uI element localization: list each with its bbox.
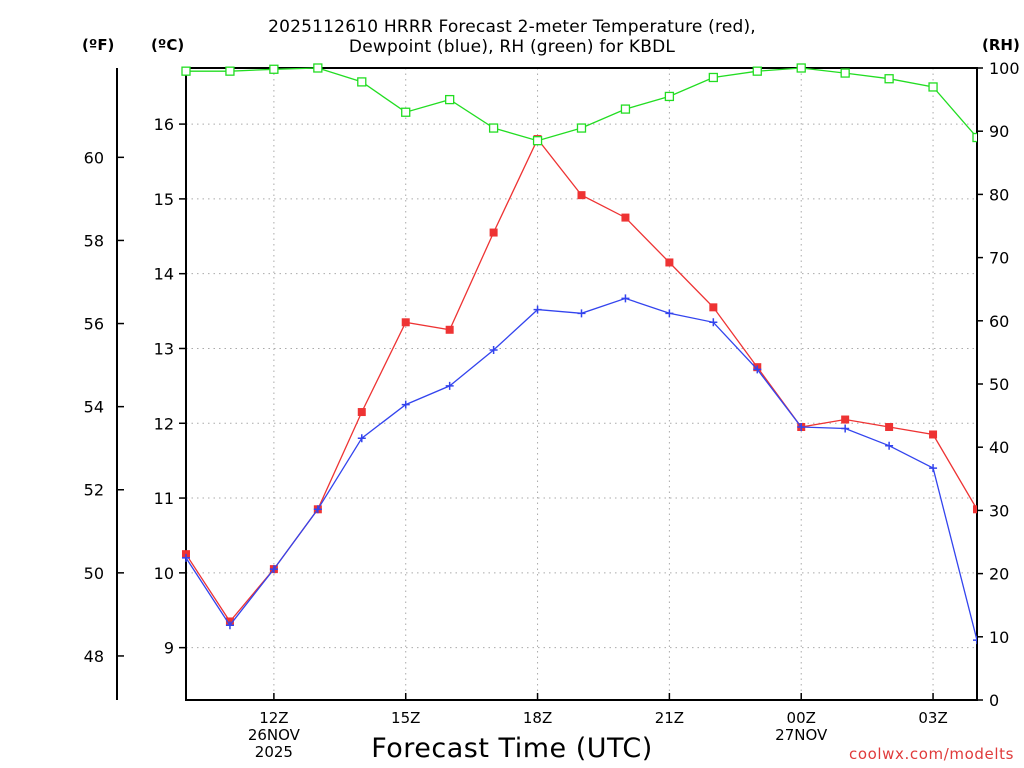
temperature-point xyxy=(709,303,718,312)
temperature-point xyxy=(841,415,850,424)
rh-point xyxy=(488,123,499,133)
rh-tick-label: 10 xyxy=(989,628,1009,647)
dewpoint-point xyxy=(577,309,586,318)
rh-tick-label: 40 xyxy=(989,438,1009,457)
temperature-point xyxy=(665,258,674,267)
rh-point xyxy=(840,68,850,78)
rh-point xyxy=(972,132,977,143)
dewpoint-point xyxy=(929,464,938,473)
fahrenheit-tick-label: 60 xyxy=(84,148,104,167)
rh-point xyxy=(664,91,675,102)
celsius-tick-label: 10 xyxy=(154,564,174,583)
dewpoint-point xyxy=(401,400,410,409)
celsius-tick-label: 9 xyxy=(164,639,174,658)
x-tick-label: 18Z xyxy=(523,709,552,727)
fahrenheit-tick-label: 48 xyxy=(84,647,104,666)
temperature-point xyxy=(621,213,630,222)
celsius-tick-label: 16 xyxy=(154,115,174,134)
dewpoint-point xyxy=(621,294,630,303)
x-tick-label: 26NOV xyxy=(248,726,301,744)
dewpoint-point xyxy=(357,434,366,443)
celsius-tick-label: 15 xyxy=(154,190,174,209)
fahrenheit-tick-label: 50 xyxy=(84,564,104,583)
temperature-point xyxy=(445,325,454,334)
rh-tick-label: 90 xyxy=(989,122,1009,141)
credit-link[interactable]: coolwx.com/modelts xyxy=(849,745,1014,763)
dewpoint-point xyxy=(709,318,718,327)
x-tick-label: 00Z xyxy=(787,709,816,727)
rh-tick-label: 60 xyxy=(989,312,1009,331)
fahrenheit-unit-label: (ºF) xyxy=(82,36,115,54)
dewpoint-point xyxy=(973,636,977,645)
fahrenheit-tick-label: 58 xyxy=(84,231,104,250)
celsius-tick-label: 12 xyxy=(154,414,174,433)
rh-point xyxy=(313,63,323,73)
rh-tick-label: 50 xyxy=(989,375,1009,394)
rh-tick-label: 80 xyxy=(989,185,1009,204)
chart-title-line-2: Dewpoint (blue), RH (green) for KBDL xyxy=(348,37,676,57)
dewpoint-line xyxy=(185,297,977,641)
rh-point xyxy=(357,77,367,87)
x-tick-label: 03Z xyxy=(918,709,947,727)
dewpoint-point xyxy=(182,553,190,562)
rh-point xyxy=(576,123,587,133)
rh-point xyxy=(445,94,455,105)
rh-point xyxy=(401,107,411,117)
dewpoint-point xyxy=(841,424,850,433)
temperature-point xyxy=(885,423,894,432)
series-dewpoint xyxy=(182,294,977,645)
dewpoint-point xyxy=(313,505,322,514)
fahrenheit-tick-label: 56 xyxy=(84,315,104,334)
dewpoint-point xyxy=(797,423,806,432)
dewpoint-point xyxy=(269,565,278,574)
temperature-line xyxy=(185,137,977,623)
temperature-point xyxy=(489,228,498,237)
x-tick-label: 27NOV xyxy=(775,726,828,744)
rh-point xyxy=(532,136,543,146)
rh-tick-label: 30 xyxy=(989,501,1009,520)
x-tick-label: 15Z xyxy=(391,709,420,727)
dewpoint-point xyxy=(445,381,454,390)
plot-frame xyxy=(185,67,978,701)
temperature-point xyxy=(973,505,977,514)
fahrenheit-tick-label: 54 xyxy=(84,398,104,417)
rh-tick-label: 100 xyxy=(989,59,1020,78)
temperature-point xyxy=(577,191,586,200)
fahrenheit-tick-label: 52 xyxy=(84,481,104,500)
temperature-point xyxy=(929,430,938,439)
series-temperature xyxy=(182,135,977,626)
rh-point xyxy=(620,104,631,114)
rh-point xyxy=(752,66,762,76)
celsius-tick-label: 11 xyxy=(154,489,174,508)
dewpoint-point xyxy=(885,441,894,450)
dewpoint-point xyxy=(753,365,762,374)
chart-title-line-1: 2025112610 HRRR Forecast 2-meter Tempera… xyxy=(268,17,756,37)
temperature-point xyxy=(401,318,410,327)
celsius-tick-label: 14 xyxy=(154,265,174,284)
rh-point xyxy=(225,66,235,76)
rh-unit-label: (RH) xyxy=(982,36,1020,54)
temperature-point xyxy=(357,408,366,417)
rh-point xyxy=(181,66,191,76)
dewpoint-point xyxy=(225,621,234,630)
x-tick-label: 21Z xyxy=(655,709,684,727)
series-rh xyxy=(181,63,977,146)
x-tick-label: 2025 xyxy=(255,743,293,761)
celsius-tick-label: 13 xyxy=(154,339,174,358)
dewpoint-point xyxy=(665,309,674,318)
rh-tick-label: 20 xyxy=(989,565,1009,584)
rh-tick-label: 70 xyxy=(989,249,1009,268)
rh-point xyxy=(796,63,806,73)
rh-tick-label: 0 xyxy=(989,691,999,710)
rh-point xyxy=(928,82,938,92)
rh-point xyxy=(708,72,718,83)
x-tick-label: 12Z xyxy=(259,709,288,727)
rh-point xyxy=(884,74,894,84)
x-axis-label: Forecast Time (UTC) xyxy=(371,733,653,764)
dewpoint-point xyxy=(533,305,542,314)
rh-point xyxy=(269,64,279,74)
dewpoint-point xyxy=(489,345,498,354)
celsius-unit-label: (ºC) xyxy=(151,36,185,54)
